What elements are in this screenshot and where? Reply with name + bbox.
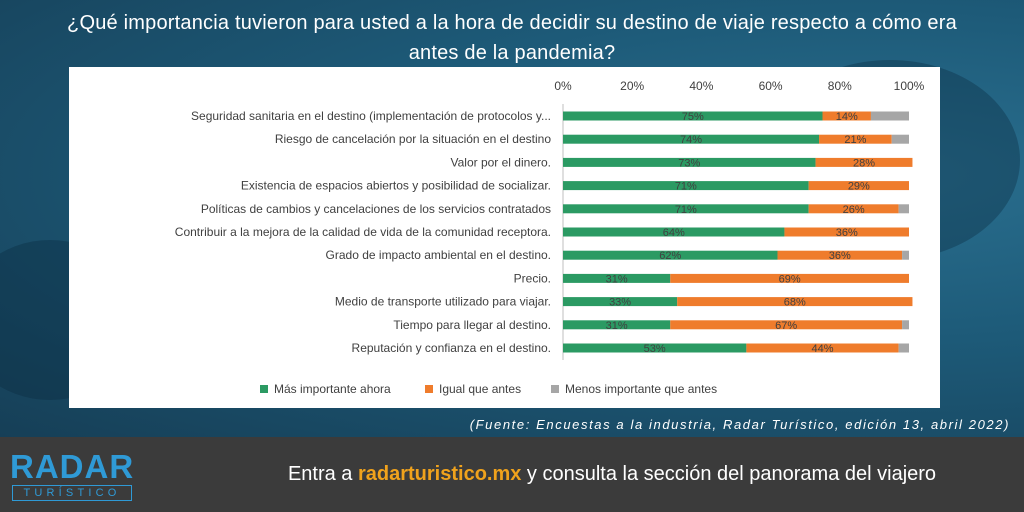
data-label: 71%	[675, 181, 697, 193]
category-label: Medio de transporte utilizado para viaja…	[335, 295, 551, 309]
legend-swatch	[551, 385, 559, 393]
bar-segment	[898, 343, 909, 353]
radar-turistico-logo: RADAR TURÍSTICO	[10, 448, 135, 501]
footer-bar: Entra a radarturistico.mx y consulta la …	[0, 437, 1024, 512]
title-line-1: ¿Qué importancia tuvieron para usted a l…	[67, 12, 957, 34]
category-label: Riesgo de cancelación por la situación e…	[275, 132, 552, 146]
data-label: 36%	[836, 227, 858, 239]
data-label: 33%	[609, 297, 631, 309]
stacked-bar-chart: 0% 20% 40% 60% 80% 100% Seguridad sanitaria e…	[175, 79, 925, 396]
category-label: Reputación y confianza en el destino.	[352, 341, 551, 355]
data-label: 53%	[644, 343, 666, 355]
x-tick-label: 40%	[689, 79, 713, 93]
bar-segment	[808, 204, 899, 214]
data-label: 68%	[784, 297, 806, 309]
data-label: 74%	[680, 134, 702, 146]
bar-segment	[563, 297, 678, 307]
bar-segment	[563, 320, 671, 330]
legend-label: Igual que antes	[439, 382, 521, 396]
legend-label: Más importante ahora	[274, 382, 391, 396]
data-label: 29%	[848, 181, 870, 193]
data-label: 44%	[811, 343, 833, 355]
data-label: 71%	[675, 204, 697, 216]
bar-segment	[563, 134, 820, 144]
bar-segment	[563, 343, 747, 353]
data-label: 62%	[659, 250, 681, 262]
x-tick-label: 20%	[620, 79, 644, 93]
logo-wordmark: RADAR	[10, 448, 135, 485]
bar-segment	[746, 343, 899, 353]
bar-segment	[898, 204, 909, 214]
bar-segment	[822, 111, 871, 121]
bar-segment	[563, 227, 785, 237]
page-title: ¿Qué importancia tuvieron para usted a l…	[0, 8, 1024, 68]
data-label: 31%	[606, 320, 628, 332]
category-label: Seguridad sanitaria en el destino (imple…	[191, 109, 551, 123]
bar-segment	[563, 204, 809, 214]
bar-segment	[902, 250, 909, 260]
bar-segment	[819, 134, 892, 144]
bar-segment	[891, 134, 909, 144]
x-tick-label: 80%	[828, 79, 852, 93]
title-line-2: antes de la pandemia?	[408, 42, 616, 64]
data-label: 64%	[663, 227, 685, 239]
data-label: 14%	[836, 111, 858, 123]
logo-subtitle: TURÍSTICO	[12, 485, 132, 501]
bar-segment	[677, 297, 913, 307]
legend-swatch	[260, 385, 268, 393]
bar-segment	[670, 320, 903, 330]
category-label: Existencia de espacios abiertos y posibi…	[241, 179, 551, 193]
category-label: Tiempo para llegar al destino.	[393, 318, 551, 332]
bar-segment	[670, 273, 909, 283]
cta-link[interactable]: radarturistico.mx	[357, 463, 522, 485]
bar-segment	[815, 157, 913, 167]
data-label: 28%	[853, 157, 875, 169]
category-label: Valor por el dinero.	[451, 155, 552, 169]
bar-segment	[808, 181, 909, 191]
data-label: 31%	[606, 273, 628, 285]
call-to-action: Entra a radarturistico.mx y consulta la …	[0, 437, 1024, 512]
bar-segment	[563, 181, 809, 191]
data-label: 75%	[682, 111, 704, 123]
category-label: Políticas de cambios y cancelaciones de …	[201, 202, 551, 216]
bar-segment	[902, 320, 909, 330]
legend-label: Menos importante que antes	[565, 382, 717, 396]
x-tick-label: 100%	[894, 79, 925, 93]
legend-swatch	[425, 385, 433, 393]
cta-suffix: y consulta la sección del panorama del v…	[521, 463, 937, 485]
bar-segment	[563, 111, 823, 121]
bar-segment	[870, 111, 909, 121]
source-note: (Fuente: Encuestas a la industria, Radar…	[469, 417, 1010, 432]
chart-card: 0% 20% 40% 60% 80% 100% Seguridad sanitaria e…	[69, 67, 940, 408]
x-tick-label: 60%	[759, 79, 783, 93]
category-label: Contribuir a la mejora de la calidad de …	[175, 225, 551, 239]
x-tick-label: 0%	[554, 79, 572, 93]
data-label: 26%	[843, 204, 865, 216]
data-label: 73%	[678, 157, 700, 169]
category-label: Grado de impacto ambiental en el destino…	[326, 248, 551, 262]
data-label: 69%	[779, 273, 801, 285]
bar-segment	[563, 273, 671, 283]
category-label: Precio.	[514, 271, 551, 285]
bar-segment	[563, 157, 816, 167]
data-label: 21%	[844, 134, 866, 146]
data-label: 67%	[775, 320, 797, 332]
bar-segment	[563, 250, 778, 260]
cta-prefix: Entra a	[287, 463, 358, 485]
bar-segment	[784, 227, 909, 237]
bar-segment	[777, 250, 903, 260]
data-label: 36%	[829, 250, 851, 262]
